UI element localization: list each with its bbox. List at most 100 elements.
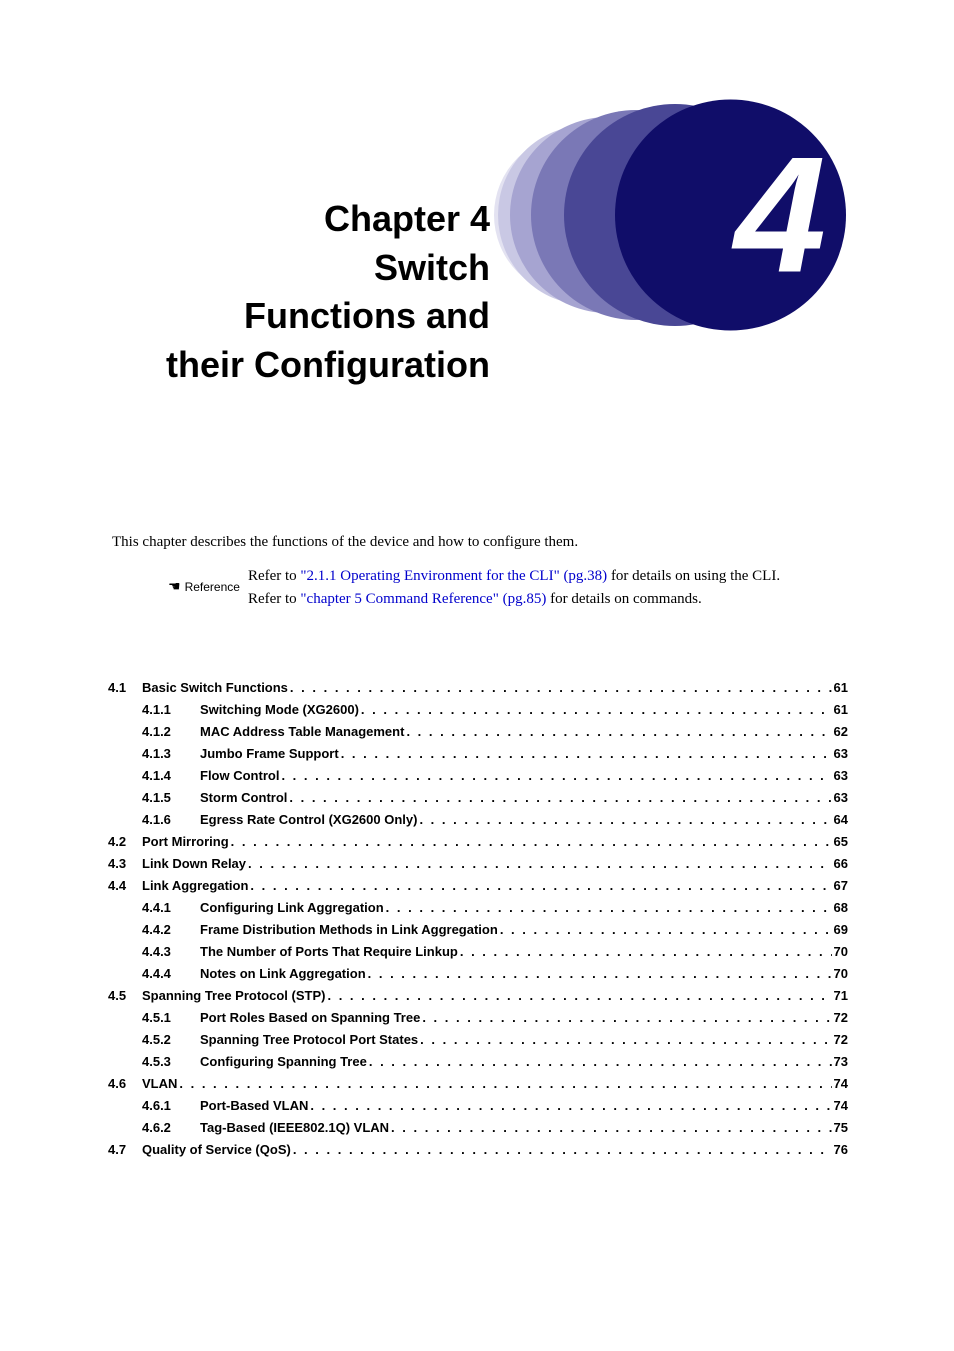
toc-title: VLAN <box>142 1076 177 1091</box>
toc-page: 66 <box>834 856 848 871</box>
toc-leader-dots <box>341 746 832 761</box>
reference-block: ☚ Reference Refer to "2.1.1 Operating En… <box>168 566 780 612</box>
toc-subsection[interactable]: 4.5.3Configuring Spanning Tree73 <box>108 1054 848 1069</box>
toc-number: 4.7 <box>108 1142 142 1157</box>
reference-prefix: Refer to <box>248 591 300 607</box>
toc-subsection[interactable]: 4.6.1Port-Based VLAN74 <box>108 1098 848 1113</box>
toc-page: 72 <box>834 1010 848 1025</box>
toc-number: 4.4.1 <box>142 900 200 915</box>
toc-title: Port Mirroring <box>142 834 229 849</box>
reference-link[interactable]: "2.1.1 Operating Environment for the CLI… <box>300 568 607 584</box>
toc-page: 63 <box>834 790 848 805</box>
toc-title: Egress Rate Control (XG2600 Only) <box>200 812 417 827</box>
toc-section[interactable]: 4.6VLAN74 <box>108 1076 848 1091</box>
reference-prefix: Refer to <box>248 568 300 584</box>
toc-title: Jumbo Frame Support <box>200 746 339 761</box>
toc-leader-dots <box>500 922 832 937</box>
toc-page: 68 <box>834 900 848 915</box>
toc-page: 69 <box>834 922 848 937</box>
toc-page: 63 <box>834 768 848 783</box>
toc-leader-dots <box>281 768 831 783</box>
toc-subsection[interactable]: 4.1.5Storm Control63 <box>108 790 848 805</box>
chapter-title-line: Switch <box>115 244 490 293</box>
toc-leader-dots <box>422 1010 831 1025</box>
toc-page: 65 <box>834 834 848 849</box>
toc-leader-dots <box>179 1076 831 1091</box>
reference-label: ☚ Reference <box>168 578 240 595</box>
toc-subsection[interactable]: 4.1.2MAC Address Table Management62 <box>108 724 848 739</box>
toc-page: 74 <box>834 1098 848 1113</box>
toc-title: Flow Control <box>200 768 279 783</box>
intro-paragraph: This chapter describes the functions of … <box>112 534 578 551</box>
toc-leader-dots <box>231 834 832 849</box>
toc-title: Basic Switch Functions <box>142 680 288 695</box>
reference-body: Refer to "2.1.1 Operating Environment fo… <box>248 566 780 612</box>
toc-title: The Number of Ports That Require Linkup <box>200 944 458 959</box>
toc-title: Link Down Relay <box>142 856 246 871</box>
toc-number: 4.1.3 <box>142 746 200 761</box>
chapter-title: Chapter 4SwitchFunctions andtheir Config… <box>115 195 490 389</box>
toc-section[interactable]: 4.5Spanning Tree Protocol (STP)71 <box>108 988 848 1003</box>
reference-link[interactable]: "chapter 5 Command Reference" (pg.85) <box>300 591 546 607</box>
toc-number: 4.5.2 <box>142 1032 200 1047</box>
toc-title: Port Roles Based on Spanning Tree <box>200 1010 420 1025</box>
toc-subsection[interactable]: 4.4.1Configuring Link Aggregation68 <box>108 900 848 915</box>
toc-title: Tag-Based (IEEE802.1Q) VLAN <box>200 1120 389 1135</box>
toc-page: 61 <box>834 680 848 695</box>
toc-title: Configuring Spanning Tree <box>200 1054 367 1069</box>
toc-page: 67 <box>834 878 848 893</box>
toc-leader-dots <box>250 878 831 893</box>
toc-section[interactable]: 4.1Basic Switch Functions61 <box>108 680 848 695</box>
toc-subsection[interactable]: 4.5.1Port Roles Based on Spanning Tree 72 <box>108 1010 848 1025</box>
toc-number: 4.1.2 <box>142 724 200 739</box>
reference-suffix: for details on using the CLI. <box>607 568 780 584</box>
toc-subsection[interactable]: 4.5.2Spanning Tree Protocol Port States7… <box>108 1032 848 1047</box>
toc-number: 4.4.2 <box>142 922 200 937</box>
toc-page: 75 <box>834 1120 848 1135</box>
toc-subsection[interactable]: 4.1.4Flow Control 63 <box>108 768 848 783</box>
chapter-title-line: Chapter 4 <box>115 195 490 244</box>
toc-section[interactable]: 4.4Link Aggregation67 <box>108 878 848 893</box>
toc-number: 4.6 <box>108 1076 142 1091</box>
toc-subsection[interactable]: 4.1.1Switching Mode (XG2600)61 <box>108 702 848 717</box>
toc-page: 61 <box>834 702 848 717</box>
toc-page: 70 <box>834 944 848 959</box>
toc-leader-dots <box>460 944 832 959</box>
toc-leader-dots <box>406 724 831 739</box>
toc-number: 4.5.3 <box>142 1054 200 1069</box>
toc-number: 4.5.1 <box>142 1010 200 1025</box>
toc-title: Spanning Tree Protocol Port States <box>200 1032 418 1047</box>
toc-page: 70 <box>834 966 848 981</box>
toc-title: Spanning Tree Protocol (STP) <box>142 988 325 1003</box>
toc-section[interactable]: 4.7Quality of Service (QoS) 76 <box>108 1142 848 1157</box>
toc-subsection[interactable]: 4.4.2Frame Distribution Methods in Link … <box>108 922 848 937</box>
reference-suffix: for details on commands. <box>546 591 701 607</box>
toc-subsection[interactable]: 4.1.6Egress Rate Control (XG2600 Only)64 <box>108 812 848 827</box>
toc-title: Quality of Service (QoS) <box>142 1142 291 1157</box>
toc-page: 76 <box>834 1142 848 1157</box>
toc-page: 64 <box>834 812 848 827</box>
toc-subsection[interactable]: 4.1.3Jumbo Frame Support 63 <box>108 746 848 761</box>
toc-number: 4.4.4 <box>142 966 200 981</box>
toc-title: Port-Based VLAN <box>200 1098 308 1113</box>
toc-page: 63 <box>834 746 848 761</box>
toc-title: Notes on Link Aggregation <box>200 966 366 981</box>
toc-number: 4.3 <box>108 856 142 871</box>
chapter-title-line: their Configuration <box>115 341 490 390</box>
toc-section[interactable]: 4.2Port Mirroring65 <box>108 834 848 849</box>
toc-number: 4.1.4 <box>142 768 200 783</box>
toc-number: 4.4.3 <box>142 944 200 959</box>
toc-leader-dots <box>361 702 832 717</box>
toc-leader-dots <box>420 1032 831 1047</box>
toc-leader-dots <box>419 812 831 827</box>
toc-leader-dots <box>391 1120 831 1135</box>
toc-section[interactable]: 4.3Link Down Relay 66 <box>108 856 848 871</box>
toc-subsection[interactable]: 4.6.2Tag-Based (IEEE802.1Q) VLAN75 <box>108 1120 848 1135</box>
toc-title: Link Aggregation <box>142 878 248 893</box>
toc-title: Storm Control <box>200 790 287 805</box>
toc-page: 62 <box>834 724 848 739</box>
reference-label-text: Reference <box>185 580 240 594</box>
toc-subsection[interactable]: 4.4.4Notes on Link Aggregation 70 <box>108 966 848 981</box>
toc-subsection[interactable]: 4.4.3The Number of Ports That Require Li… <box>108 944 848 959</box>
chapter-badge: 4 <box>546 97 846 332</box>
